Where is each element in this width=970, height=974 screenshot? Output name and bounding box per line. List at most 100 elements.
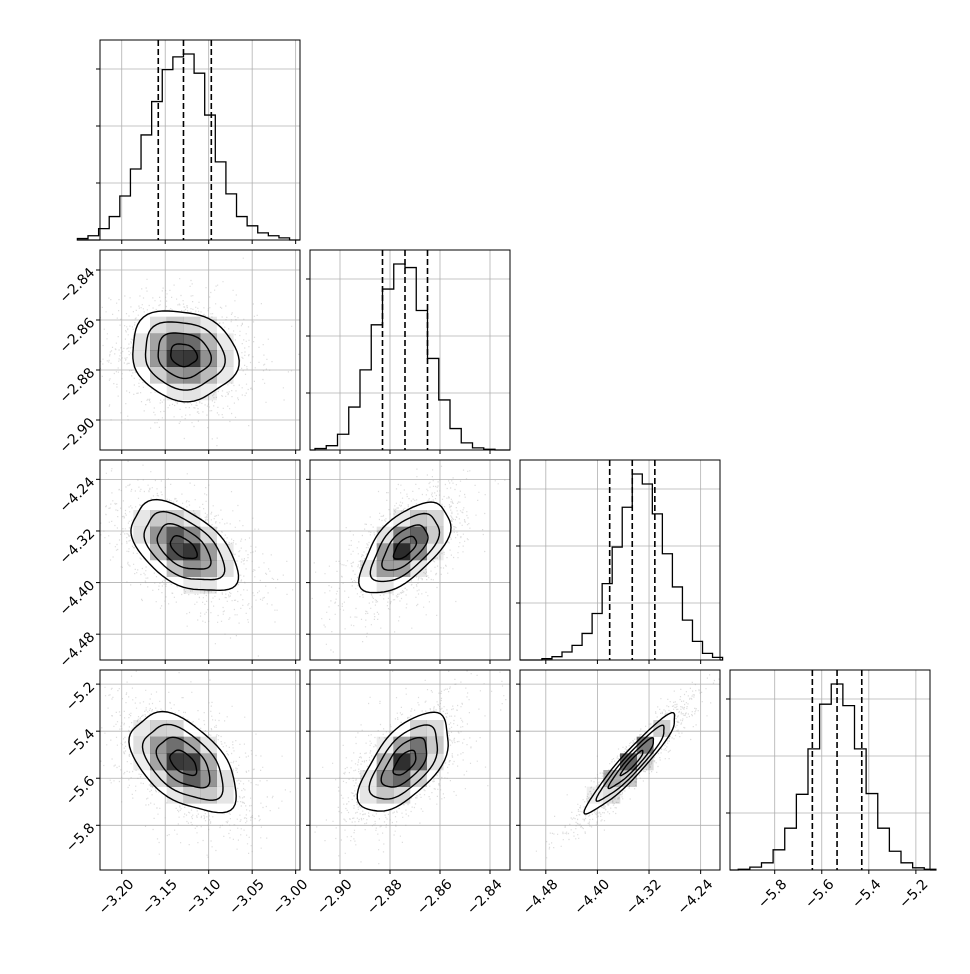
contour-level-2 (380, 736, 428, 788)
panel-frame (99, 249, 301, 451)
x-tick-label: −4.24 (675, 876, 717, 918)
density-content (100, 460, 300, 660)
contour-level-1 (392, 535, 418, 560)
density-cell (150, 770, 167, 787)
contour-level-1 (392, 749, 417, 776)
density-cell (200, 350, 217, 367)
density-panel-4-1 (96, 669, 301, 874)
contour-level-3 (369, 512, 441, 583)
density-cell (426, 510, 444, 527)
density-cell (376, 770, 394, 787)
density-cell (133, 720, 151, 737)
density-cell (393, 753, 411, 771)
x-tick-label: −5.4 (849, 876, 884, 911)
density-cell (216, 366, 234, 384)
density-cell (200, 333, 217, 351)
histogram-panel-2 (306, 249, 511, 454)
panel-frame (519, 669, 721, 871)
density-cell (376, 736, 394, 754)
density-cell (166, 526, 184, 544)
density-cell (150, 366, 167, 384)
density-cell (166, 383, 184, 401)
density-cell (200, 786, 217, 804)
contour-level-3 (143, 510, 226, 581)
x-tick-label: −4.32 (623, 876, 665, 918)
y-tick-label: −4.32 (57, 526, 99, 568)
density-cell (200, 560, 217, 577)
density-cell (183, 316, 201, 334)
y-tick-label: −5.6 (63, 773, 98, 808)
y-tick-label: −2.86 (57, 315, 99, 357)
x-tick-label: −3.20 (96, 876, 138, 918)
density-content (310, 460, 510, 660)
density-cell (183, 753, 201, 771)
histogram-panel-4 (726, 669, 937, 874)
contour-level-3 (141, 723, 224, 801)
density-cell (166, 333, 184, 351)
y-tick-label: −5.2 (63, 679, 98, 714)
density-cell (376, 560, 394, 577)
density-cell (200, 383, 217, 401)
contour-level-4 (356, 711, 449, 812)
x-tick-label: −5.2 (896, 876, 931, 911)
density-cell (166, 510, 184, 527)
contour-level-2 (607, 737, 655, 790)
x-tick-label: −3.10 (183, 876, 225, 918)
contour-level-2 (155, 736, 211, 789)
density-cell (393, 560, 411, 577)
panel-frame (309, 459, 511, 661)
density-panel-4-2 (306, 669, 511, 874)
density-cell (166, 736, 184, 754)
density-cell (410, 736, 427, 754)
x-tick-label: −2.86 (414, 876, 456, 918)
density-cell (426, 736, 444, 754)
density-content (310, 670, 510, 870)
panel-frame (309, 249, 511, 451)
density-panel-3-2 (306, 459, 511, 664)
histogram-step (310, 263, 510, 451)
density-cell (150, 316, 167, 334)
x-tick-label: −3.05 (226, 876, 268, 918)
x-tick-label: −3.00 (270, 876, 312, 918)
contour-level-3 (595, 724, 665, 802)
density-cell (183, 383, 201, 401)
density-cell (360, 786, 377, 804)
density-cell (216, 770, 234, 787)
density-cell (636, 736, 654, 754)
histogram-panel-3 (516, 459, 724, 664)
density-cell (166, 350, 184, 367)
y-tick-label: −4.48 (57, 629, 99, 671)
density-cell (410, 526, 427, 544)
panel-frame (99, 459, 301, 661)
histogram-step (76, 53, 300, 241)
panel-frame (519, 459, 721, 661)
density-cell (393, 510, 411, 527)
x-tick-label: −2.90 (314, 876, 356, 918)
density-cell (653, 720, 671, 737)
density-cell (183, 350, 201, 367)
contour-level-3 (144, 321, 226, 391)
density-cell (200, 770, 217, 787)
contour-level-4 (130, 498, 240, 592)
density-cell (183, 543, 201, 561)
x-tick-label: −5.8 (755, 876, 790, 911)
density-cell (150, 720, 167, 737)
x-tick-label: −2.88 (364, 876, 406, 918)
panel-frame (99, 39, 301, 241)
contour-level-2 (381, 524, 429, 571)
density-cell (426, 753, 444, 771)
density-cell (150, 753, 167, 771)
contour-level-1 (170, 343, 199, 368)
y-tick-label: −5.8 (63, 820, 98, 855)
density-cell (410, 720, 427, 737)
density-cell (216, 333, 234, 351)
density-cell (410, 770, 427, 787)
density-cell (183, 366, 201, 384)
y-tick-label: −2.88 (57, 365, 99, 407)
y-tick-label: −5.4 (63, 726, 98, 761)
contour-level-3 (368, 724, 439, 800)
contour-level-4 (583, 712, 676, 815)
density-cell (393, 526, 411, 544)
x-tick-label: −2.84 (464, 876, 506, 918)
